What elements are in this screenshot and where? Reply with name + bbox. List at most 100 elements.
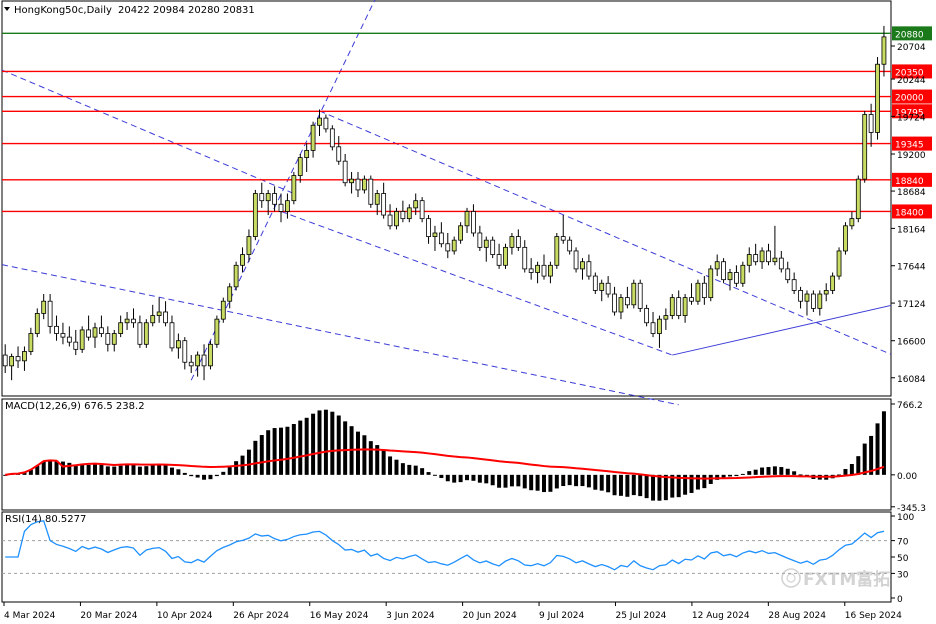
macd-histogram-bar bbox=[728, 474, 732, 477]
candle-body bbox=[342, 160, 348, 184]
dropdown-triangle-icon[interactable] bbox=[4, 7, 10, 11]
candle-body bbox=[355, 178, 361, 191]
macd-histogram-bar bbox=[586, 474, 591, 488]
macd-histogram-bar bbox=[452, 474, 457, 483]
macd-histogram-bar bbox=[599, 474, 604, 491]
macd-histogram-bar bbox=[548, 474, 553, 492]
candle-body bbox=[246, 236, 252, 255]
candle-body bbox=[637, 282, 643, 309]
candle-body bbox=[798, 290, 803, 302]
candle-body bbox=[182, 340, 188, 363]
candle-body bbox=[451, 239, 457, 252]
level-tag-20350 bbox=[892, 64, 932, 79]
macd-histogram-bar bbox=[118, 465, 123, 475]
candle-body bbox=[188, 361, 194, 367]
macd-histogram-bar bbox=[779, 467, 784, 475]
price-tick-label: 17644 bbox=[897, 263, 926, 273]
macd-histogram-bar bbox=[618, 474, 623, 496]
candle-body bbox=[573, 250, 579, 270]
trendline-upper-long bbox=[1, 69, 295, 194]
price-tick-label: 18684 bbox=[897, 188, 926, 198]
macd-histogram-bar bbox=[163, 464, 168, 475]
macd-histogram-bar bbox=[760, 467, 765, 475]
candle-body bbox=[605, 282, 611, 295]
rsi-tick-label: 50 bbox=[897, 554, 909, 564]
price-tick-label: 20704 bbox=[897, 43, 926, 53]
macd-histogram-bar bbox=[606, 474, 611, 493]
macd-histogram-bar bbox=[86, 464, 91, 475]
candle-body bbox=[329, 128, 335, 148]
macd-signal-line bbox=[5, 448, 885, 480]
candle-body bbox=[285, 200, 290, 212]
level-tag-18400 bbox=[892, 204, 932, 219]
candle-body bbox=[849, 218, 855, 227]
macd-histogram-bar bbox=[490, 474, 495, 486]
rsi-line bbox=[5, 520, 885, 571]
macd-histogram-bar bbox=[80, 464, 85, 475]
candle-body bbox=[496, 254, 502, 266]
candle-body bbox=[143, 322, 149, 345]
trendline-support bbox=[672, 304, 892, 356]
ohlc-values-label: 20422 20984 20280 20831 bbox=[118, 5, 255, 16]
candle-body bbox=[503, 246, 508, 266]
macd-histogram-bar bbox=[48, 460, 53, 475]
time-tick-label: 16 Sep 2024 bbox=[845, 611, 902, 621]
macd-histogram-bar bbox=[227, 467, 232, 475]
candle-body bbox=[528, 268, 534, 273]
macd-histogram-bar bbox=[202, 474, 207, 480]
chart-title-label: HongKong50c,Daily bbox=[14, 5, 112, 16]
macd-histogram-bar bbox=[131, 464, 136, 475]
macd-histogram-bar bbox=[574, 474, 579, 487]
candle-body bbox=[73, 341, 79, 350]
macd-histogram-bar bbox=[477, 474, 482, 483]
candle-body bbox=[612, 293, 617, 313]
candle-body bbox=[227, 286, 233, 302]
level-tag-20880 bbox=[892, 26, 932, 41]
macd-histogram-bar bbox=[157, 464, 162, 475]
candle-body bbox=[79, 329, 85, 350]
macd-histogram-bar bbox=[375, 445, 380, 475]
macd-histogram-bar bbox=[343, 421, 348, 475]
macd-histogram-bar bbox=[28, 469, 33, 475]
rsi-indicator-label: RSI(14) 80.5277 bbox=[5, 514, 86, 525]
macd-histogram-bar bbox=[253, 440, 258, 475]
time-tick-label: 20 Mar 2024 bbox=[80, 611, 137, 621]
candle-body bbox=[554, 236, 560, 266]
candle-body bbox=[310, 124, 316, 151]
candle-body bbox=[785, 268, 791, 281]
candle-body bbox=[240, 254, 245, 266]
macd-histogram-bar bbox=[60, 461, 65, 475]
candle-body bbox=[86, 329, 91, 338]
candle-body bbox=[772, 257, 778, 263]
candle-body bbox=[265, 193, 271, 202]
macd-histogram-bar bbox=[862, 443, 867, 475]
time-tick-label: 26 Apr 2024 bbox=[233, 611, 289, 621]
macd-histogram-bar bbox=[734, 474, 739, 477]
candle-body bbox=[817, 293, 823, 309]
level-tag-20000 bbox=[892, 89, 932, 104]
candle-body bbox=[105, 333, 111, 345]
candle-body bbox=[862, 114, 868, 180]
macd-histogram-bar bbox=[856, 456, 861, 475]
candle-body bbox=[233, 264, 239, 288]
macd-histogram-bar bbox=[837, 474, 842, 476]
candle-body bbox=[618, 297, 624, 313]
candle-body bbox=[349, 178, 354, 184]
macd-histogram-bar bbox=[747, 471, 752, 475]
macd-pane-frame bbox=[1, 398, 892, 511]
candle-body bbox=[60, 333, 66, 338]
macd-histogram-bar bbox=[516, 474, 521, 487]
macd-histogram-bar bbox=[355, 431, 360, 475]
macd-histogram-bar bbox=[426, 472, 431, 475]
candle-body bbox=[522, 246, 528, 270]
candle-body bbox=[304, 150, 310, 158]
macd-histogram-bar bbox=[772, 466, 777, 475]
price-tick-label: 19200 bbox=[897, 151, 926, 161]
candle-body bbox=[663, 315, 669, 320]
candle-body bbox=[272, 193, 277, 205]
macd-histogram-bar bbox=[542, 474, 546, 493]
macd-histogram-bar bbox=[330, 411, 335, 475]
candle-body bbox=[599, 282, 605, 291]
candle-body bbox=[432, 232, 438, 237]
candle-body bbox=[515, 236, 521, 248]
